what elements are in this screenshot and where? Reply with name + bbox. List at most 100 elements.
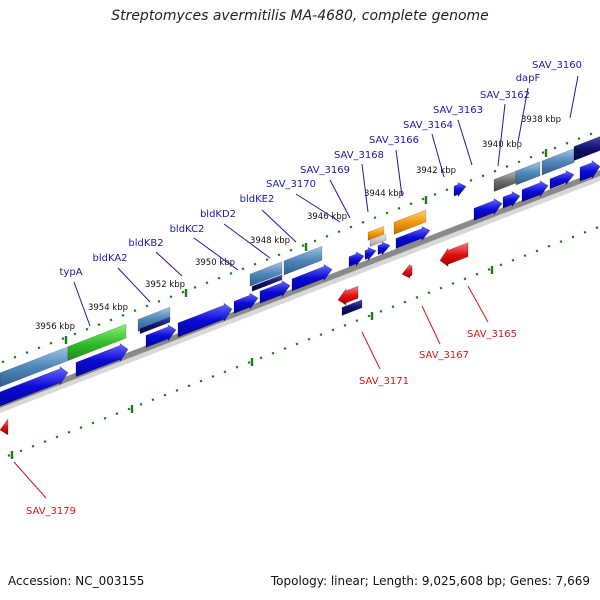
scale-tick: [193, 286, 197, 289]
scale-label: 3940 kbp: [482, 140, 522, 150]
scale-tick: [187, 384, 191, 388]
scale-tick: [13, 355, 17, 359]
scale-tick: [241, 267, 245, 271]
forward-gene-label: SAV_3160: [532, 60, 582, 71]
scale-tick: [505, 165, 509, 168]
scale-tick: [307, 337, 311, 341]
gene-forward: [549, 170, 575, 190]
scale-label: 3954 kbp: [88, 303, 128, 313]
scale-tick: [355, 319, 359, 323]
scale-tick: [475, 272, 479, 276]
forward-label-leader: [261, 209, 297, 243]
scale-tick: [205, 281, 209, 285]
gene-forward: [145, 324, 177, 348]
gene-forward: [177, 302, 233, 338]
scale-tick: [295, 342, 299, 346]
reverse-gene-label: SAV_3179: [26, 506, 76, 517]
feature-box: [283, 245, 323, 276]
map-title: Streptomyces avermitilis MA-4680, comple…: [111, 8, 489, 24]
gene-reverse: [439, 242, 469, 267]
scale-tick: [577, 137, 581, 141]
scale-tick: [499, 263, 503, 267]
scale-tick: [319, 333, 323, 337]
scale-tick: [427, 291, 431, 295]
scale-tick: [19, 449, 23, 453]
feature-box: [249, 261, 283, 287]
scale-tick: [151, 398, 155, 402]
feature-box: [493, 170, 517, 193]
scale-tick: [49, 341, 53, 345]
scale-tick: [271, 351, 275, 355]
forward-label-leader: [457, 119, 473, 166]
scale-tick: [469, 179, 473, 182]
scale-tick: [7, 454, 11, 457]
forward-label-leader: [517, 87, 529, 143]
gene-reverse: [401, 263, 413, 279]
forward-gene-label: bldKD2: [200, 209, 236, 220]
forward-gene-label: bldKA2: [92, 253, 127, 264]
feature-box: [139, 316, 171, 335]
scale-tick: [277, 253, 281, 257]
genome-summary-text: Topology: linear; Length: 9,025,608 bp; …: [270, 574, 590, 588]
scale-label: 3956 kbp: [35, 322, 75, 332]
reverse-label-leader: [421, 305, 441, 345]
gene-forward: [453, 182, 467, 198]
scale-label: 3942 kbp: [416, 166, 456, 176]
forward-label-leader: [155, 251, 183, 277]
scale-tick: [583, 230, 587, 234]
gene-forward: [473, 198, 503, 221]
scale-tick: [367, 314, 371, 318]
scale-label: 3948 kbp: [250, 236, 290, 246]
scale-tick: [235, 365, 239, 369]
scale-tick: [529, 155, 533, 159]
scale-tick: [211, 375, 215, 378]
scale-tick: [85, 327, 89, 331]
scale-tick: [343, 323, 347, 327]
scale-tick: [61, 337, 65, 340]
scale-tick: [379, 309, 383, 313]
scale-tick: [247, 361, 251, 364]
scale-label: 3944 kbp: [364, 189, 404, 199]
gene-forward: [233, 292, 259, 314]
scale-tick: [301, 244, 305, 247]
scale-label: 3938 kbp: [521, 115, 561, 125]
scale-tick: [37, 346, 41, 350]
scale-tick: [331, 328, 335, 332]
scale-tick: [97, 323, 101, 327]
backbone-line: [0, 170, 600, 408]
forward-label-leader: [395, 149, 403, 197]
reverse-gene-label: SAV_3167: [419, 350, 469, 361]
scale-tick: [361, 220, 365, 224]
scale-tick: [421, 197, 425, 201]
scale-tick: [1, 360, 5, 364]
gene-forward: [502, 191, 521, 209]
scale-tick: [169, 295, 173, 299]
forward-label-leader: [117, 267, 151, 303]
feature-box: [393, 209, 427, 235]
scale-tick: [403, 300, 407, 304]
scale-tick: [391, 305, 395, 309]
scale-tick: [313, 239, 317, 243]
scale-tick: [43, 440, 47, 443]
scale-tick: [511, 258, 515, 262]
forward-label-leader: [223, 223, 271, 259]
forward-label-leader: [295, 193, 341, 223]
scale-tick: [523, 254, 527, 257]
scale-tick: [91, 421, 95, 425]
scale-tick: [451, 282, 455, 285]
forward-label-leader: [73, 281, 91, 327]
forward-gene-label: SAV_3166: [369, 135, 419, 146]
scale-tick: [67, 430, 71, 434]
scale-tick: [175, 388, 179, 392]
forward-label-leader: [569, 75, 579, 119]
scale-tick: [229, 272, 233, 275]
feature-box: [67, 323, 127, 362]
reverse-label-leader: [361, 331, 381, 370]
forward-gene-label: dapF: [516, 73, 541, 84]
forward-gene-label: SAV_3170: [266, 179, 316, 190]
scale-tick: [157, 299, 161, 303]
scale-tick: [589, 132, 593, 136]
feature-box: [341, 299, 363, 316]
scale-tick: [487, 268, 491, 271]
